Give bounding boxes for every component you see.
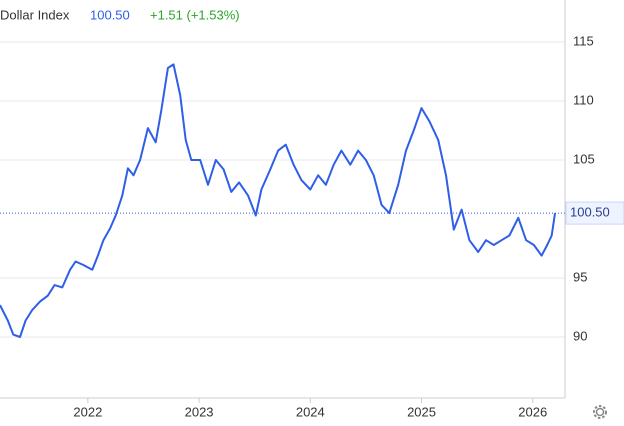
x-tick-label: 2022 bbox=[73, 404, 102, 419]
y-tick-label: 110 bbox=[573, 92, 594, 107]
x-tick-label: 2023 bbox=[185, 404, 214, 419]
gear-teeth bbox=[593, 405, 607, 419]
settings-icon[interactable] bbox=[593, 405, 607, 419]
current-label-box bbox=[565, 201, 624, 225]
x-tick-label: 2025 bbox=[407, 404, 436, 419]
gear-hub bbox=[595, 407, 605, 417]
current-label: 100.50 bbox=[570, 205, 610, 220]
change: +1.51 (+1.53%) bbox=[150, 7, 240, 22]
instrument-name: Dollar Index bbox=[0, 7, 70, 22]
x-tick-label: 2026 bbox=[518, 404, 547, 419]
price-line bbox=[0, 63, 556, 338]
y-tick-label: 95 bbox=[573, 269, 587, 284]
y-tick-label: 115 bbox=[573, 33, 594, 48]
y-tick-label: 90 bbox=[573, 328, 587, 343]
y-tick-label: 105 bbox=[573, 151, 595, 166]
price: 100.50 bbox=[90, 7, 130, 22]
x-tick-label: 2024 bbox=[296, 404, 325, 419]
